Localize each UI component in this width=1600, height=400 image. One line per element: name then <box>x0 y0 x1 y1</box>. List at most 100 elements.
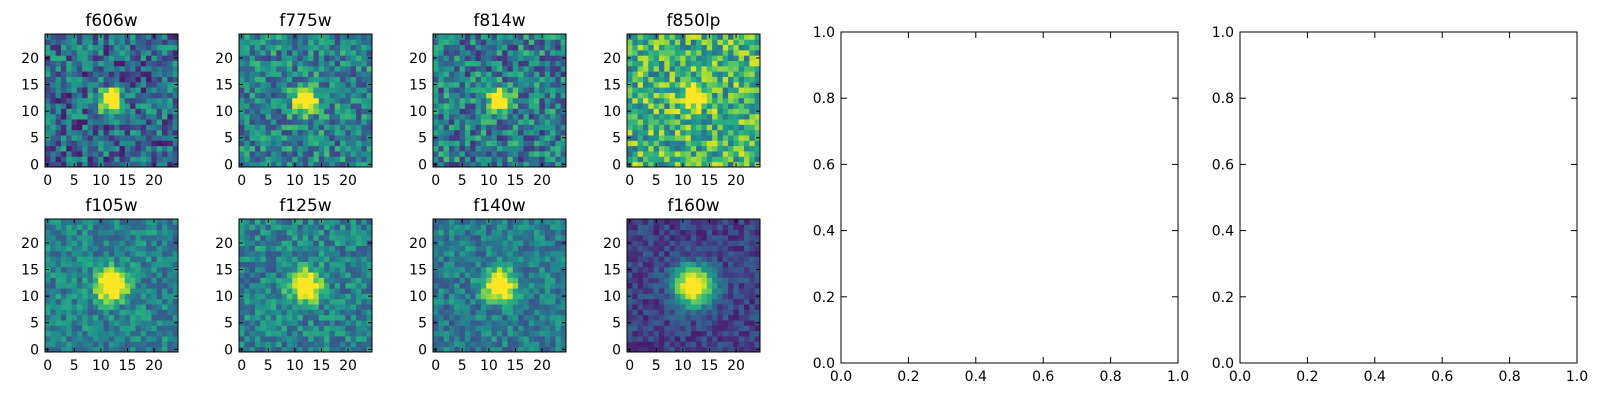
heatmap-cell <box>366 330 373 337</box>
heatmap-cell <box>254 76 261 83</box>
heatmap-cell <box>539 304 546 310</box>
heatmap-cell <box>690 330 697 337</box>
heatmap-cell <box>712 314 718 321</box>
heatmap-cell <box>459 282 466 289</box>
heatmap-cell <box>340 234 346 241</box>
heatmap-cell <box>50 298 57 305</box>
heatmap-cell <box>534 108 540 115</box>
heatmap-cell <box>318 97 325 104</box>
heatmap-cell <box>239 87 245 93</box>
heatmap-cell <box>717 314 724 321</box>
heatmap-cell <box>124 261 131 268</box>
heatmap-cell <box>696 325 702 332</box>
heatmap-cell <box>685 119 692 125</box>
heatmap-cell <box>512 103 519 109</box>
heatmap-cell <box>502 224 508 231</box>
heatmap-cell <box>728 65 734 72</box>
heatmap-cell <box>637 330 644 337</box>
heatmap-cell <box>486 39 492 46</box>
heatmap-cell <box>733 330 740 337</box>
heatmap-cell <box>356 336 362 342</box>
heatmap-cell <box>448 34 455 40</box>
heatmap-cell <box>308 261 314 268</box>
heatmap-cell <box>146 49 152 56</box>
heatmap-cell <box>728 129 734 136</box>
heatmap-cell <box>71 87 78 93</box>
heatmap-cell <box>108 256 115 262</box>
heatmap-cell <box>632 304 639 310</box>
heatmap-cell <box>87 245 94 252</box>
heatmap-cell <box>448 129 455 136</box>
heatmap-cell <box>82 60 88 67</box>
heatmap-cell <box>680 44 686 51</box>
heatmap-cell <box>270 229 277 236</box>
heatmap-cell <box>637 156 644 163</box>
heatmap-cell <box>366 298 373 305</box>
heatmap-cell <box>470 34 476 40</box>
heatmap-cell <box>55 346 62 353</box>
heatmap-cell <box>265 336 272 342</box>
heatmap-cell <box>244 129 251 136</box>
heatmap-cell <box>87 336 94 342</box>
heatmap-cell <box>658 87 665 93</box>
heatmap-cell <box>717 34 724 40</box>
heatmap-cell <box>130 293 136 300</box>
heatmap-cell <box>265 330 272 337</box>
heatmap-cell <box>356 39 362 46</box>
heatmap-cell <box>690 320 697 326</box>
heatmap-cell <box>130 266 136 273</box>
heatmap-cell <box>433 92 439 99</box>
heatmap-cell <box>502 113 508 120</box>
heatmap-cell <box>297 151 304 157</box>
heatmap-cell <box>528 119 535 125</box>
heatmap-cell <box>119 240 126 246</box>
heatmap-cell <box>361 234 368 241</box>
heatmap-cell <box>712 151 718 157</box>
heatmap-cell <box>108 151 115 157</box>
heatmap-cell <box>361 282 368 289</box>
heatmap-cell <box>696 272 702 278</box>
heatmap-cell <box>119 277 126 284</box>
heatmap-cell <box>502 87 508 93</box>
heatmap-cell <box>712 156 718 163</box>
heatmap-cell <box>480 140 487 147</box>
heatmap-cell <box>475 145 482 152</box>
heatmap-cell <box>292 234 298 241</box>
heatmap-cell <box>664 330 670 337</box>
heatmap-cell <box>92 135 99 141</box>
heatmap-cell <box>438 266 445 273</box>
heatmap-cell <box>140 282 147 289</box>
heatmap-cell <box>98 272 104 278</box>
heatmap-cell <box>512 325 519 332</box>
heatmap-cell <box>313 256 320 262</box>
heatmap-cell <box>518 325 524 332</box>
heatmap-cell <box>350 97 357 104</box>
heatmap-cell <box>518 76 524 83</box>
heatmap-cell <box>254 320 261 326</box>
heatmap-cell <box>658 81 665 88</box>
heatmap-cell <box>632 140 639 147</box>
heatmap-cell <box>496 129 503 136</box>
heatmap-cell <box>50 330 57 337</box>
heatmap-cell <box>433 145 439 152</box>
heatmap-cell <box>754 272 761 278</box>
heatmap-cell <box>55 261 62 268</box>
heatmap-cell <box>130 108 136 115</box>
heatmap-cell <box>648 60 654 67</box>
heatmap-cell <box>539 250 546 257</box>
heatmap-cell <box>627 341 633 348</box>
heatmap-cell <box>249 135 256 141</box>
heatmap-cell <box>361 341 368 348</box>
heatmap-cell <box>350 129 357 136</box>
heatmap-cell <box>340 282 346 289</box>
heatmap-cell <box>717 97 724 104</box>
heatmap-cell <box>366 272 373 278</box>
heatmap-cell <box>313 341 320 348</box>
heatmap-cell <box>270 113 277 120</box>
heatmap-cell <box>350 314 357 321</box>
heatmap-cell <box>45 309 51 316</box>
heatmap-cell <box>130 103 136 109</box>
heatmap-cell <box>491 229 498 236</box>
heatmap-cell <box>722 135 729 141</box>
heatmap-cell <box>140 234 147 241</box>
